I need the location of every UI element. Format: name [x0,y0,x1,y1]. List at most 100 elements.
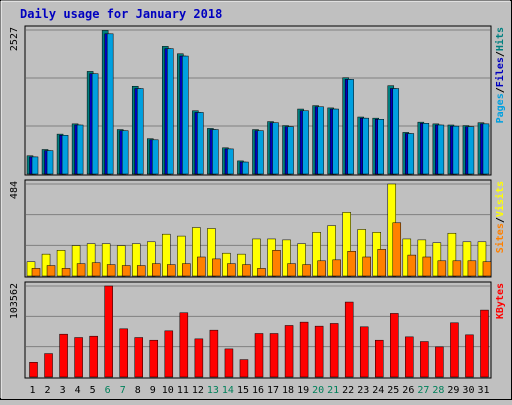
x-tick-label: 12 [192,385,204,396]
bar-pages [167,48,174,175]
bar-visits [447,232,457,277]
x-tick-label: 15 [237,385,249,396]
bar-visits [56,250,66,277]
y-max-label: 2527 [9,27,20,51]
legend: KBytes [495,283,506,319]
bar-pages [152,139,159,175]
x-tick-label: 20 [312,385,324,396]
bar-sites [302,264,311,277]
bar-kbytes [239,359,249,378]
x-tick-label: 9 [150,385,156,396]
bar-pages [392,88,400,175]
bar-sites [136,265,146,277]
legend: Pages/Files/Hits [494,27,506,123]
bar-sites [182,263,191,277]
chart-panels: 2527Pages/Files/Hits484Sites/Visits10356… [9,25,506,379]
bar-sites [46,265,56,277]
x-tick-label: 8 [135,385,141,396]
bar-kbytes [29,362,38,378]
bar-sites [452,260,462,277]
x-tick-label: 24 [372,385,384,396]
bar-kbytes [359,326,369,378]
bar-sites [106,264,116,277]
bar-pages [407,133,415,175]
bar-pages [197,112,204,175]
x-tick-label: 19 [297,385,309,396]
bar-visits [297,243,306,277]
bar-visits [162,233,171,277]
bar-sites [287,263,296,277]
x-tick-label: 25 [387,385,399,396]
bar-sites [152,263,161,277]
bar-sites [392,222,402,277]
bar-pages [317,106,324,175]
bar-visits [86,243,96,277]
x-tick-label: 21 [327,385,339,396]
bar-kbytes [284,325,294,378]
y-max-label: 103562 [9,283,20,319]
x-tick-label: 26 [402,385,414,396]
bar-pages [31,156,39,175]
bar-pages [61,135,69,175]
legend-separator: / [495,87,506,93]
x-tick-label: 18 [282,385,294,396]
x-tick-label: 14 [222,385,234,396]
bar-kbytes [89,335,98,378]
x-tick-label: 23 [357,385,369,396]
bar-sites [31,268,41,277]
bar-sites [437,260,447,277]
bar-pages [212,129,219,175]
bar-kbytes [134,337,143,378]
x-tick-label: 10 [162,385,174,396]
bar-sites [332,259,341,277]
bar-pages [362,117,369,175]
bar-pages [182,55,189,175]
bar-visits [252,238,261,277]
hits-panel: 2527 Pages/Files/Hits [9,25,506,176]
x-tick-label: 2 [45,385,51,396]
bar-sites [91,262,101,277]
legend-entry: Pages [495,93,506,123]
bar-pages [257,130,264,175]
bar-sites [167,264,176,277]
legend-separator: / [495,51,506,57]
chart-title: Daily usage for January 2018 [20,7,222,21]
bar-kbytes [405,336,414,378]
bar-kbytes [314,325,324,378]
x-tick-label: 5 [90,385,96,396]
legend-entry: Sites [494,223,506,253]
bar-kbytes [74,337,83,378]
kbytes-panel: 103562 KBytes [9,281,506,379]
bar-pages [347,79,354,175]
x-tick-label: 4 [75,385,81,396]
bar-kbytes [390,313,399,378]
bar-pages [242,161,249,175]
bar-sites [377,249,386,277]
bar-kbytes [164,330,174,378]
bar-pages [467,126,475,175]
bar-pages [106,33,114,175]
bar-kbytes [179,312,189,378]
legend-entry: KBytes [495,283,506,319]
bar-sites [272,250,281,277]
bar-kbytes [194,338,204,378]
bar-visits [147,241,156,277]
bar-pages [452,125,460,175]
bar-visits [192,227,201,277]
bar-sites [242,264,251,277]
bar-pages [121,130,129,175]
bar-sites [257,268,266,277]
x-tick-label: 6 [105,385,111,396]
bar-kbytes [420,341,429,378]
bar-sites [76,263,86,277]
bar-visits [327,225,336,277]
bar-pages [302,110,309,175]
bar-sites [227,263,236,277]
x-tick-label: 31 [477,385,489,396]
bar-pages [437,124,445,175]
bar-sites [362,256,371,277]
bar-kbytes [119,328,128,378]
bar-kbytes [450,322,459,378]
legend-entry: Hits [494,27,506,51]
bar-visits [477,241,487,277]
